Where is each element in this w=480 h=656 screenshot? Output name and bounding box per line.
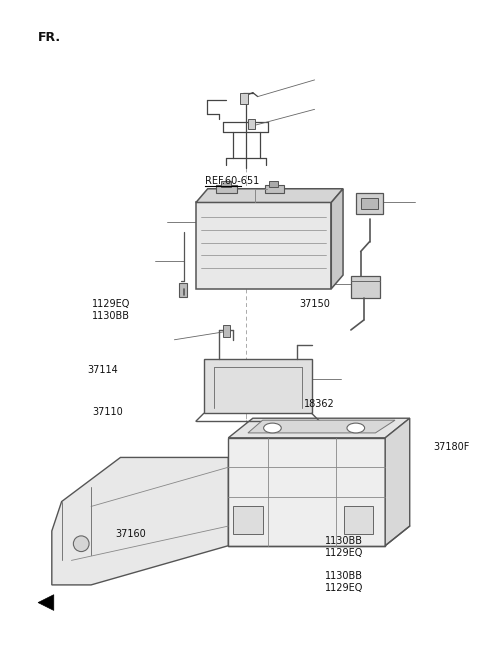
Bar bbox=[268, 181, 278, 187]
Polygon shape bbox=[38, 595, 54, 611]
Text: 1130BB
1129EQ: 1130BB 1129EQ bbox=[325, 571, 363, 593]
Bar bbox=[180, 283, 187, 297]
Bar bbox=[216, 185, 237, 193]
Polygon shape bbox=[228, 419, 410, 438]
Text: FR.: FR. bbox=[38, 31, 61, 44]
Bar bbox=[223, 325, 230, 337]
Ellipse shape bbox=[347, 423, 365, 433]
Bar bbox=[204, 359, 312, 413]
Bar bbox=[360, 197, 378, 209]
Bar bbox=[196, 203, 331, 289]
Bar bbox=[233, 506, 263, 534]
Ellipse shape bbox=[264, 423, 281, 433]
Bar bbox=[221, 181, 231, 187]
Text: 18362: 18362 bbox=[304, 399, 335, 409]
Text: 37160: 37160 bbox=[116, 529, 146, 539]
Bar bbox=[356, 193, 383, 215]
Text: 37150: 37150 bbox=[300, 298, 330, 308]
Text: REF.60-651: REF.60-651 bbox=[205, 176, 259, 186]
Polygon shape bbox=[196, 189, 343, 203]
Text: 1129EQ
1130BB: 1129EQ 1130BB bbox=[92, 299, 130, 321]
Text: 1130BB
1129EQ: 1130BB 1129EQ bbox=[325, 536, 363, 558]
Bar bbox=[344, 506, 373, 534]
Polygon shape bbox=[52, 457, 228, 585]
Text: 37110: 37110 bbox=[92, 407, 123, 417]
Bar bbox=[228, 438, 385, 546]
Text: 37114: 37114 bbox=[87, 365, 118, 375]
Bar bbox=[248, 119, 255, 129]
Bar bbox=[351, 276, 380, 298]
Bar bbox=[240, 92, 248, 104]
Polygon shape bbox=[248, 420, 395, 433]
Polygon shape bbox=[331, 189, 343, 289]
Bar bbox=[264, 185, 284, 193]
Text: 37180F: 37180F bbox=[433, 442, 470, 452]
Polygon shape bbox=[385, 419, 410, 546]
Circle shape bbox=[73, 536, 89, 552]
